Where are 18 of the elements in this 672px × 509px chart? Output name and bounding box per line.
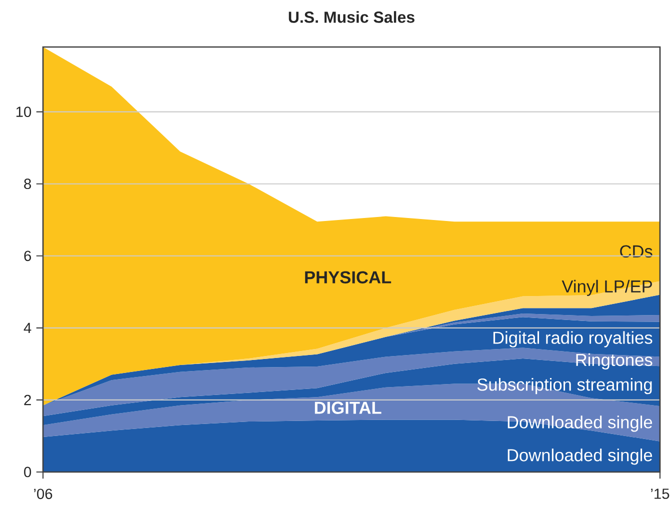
x-tick-label: ’15 bbox=[651, 488, 670, 499]
x-tick-label: ’06 bbox=[34, 488, 52, 500]
y-tick-label: 8 bbox=[24, 178, 31, 190]
y-tick-label: 0 bbox=[24, 466, 32, 478]
y-tick-label: 4 bbox=[24, 322, 32, 333]
series-label: Downloaded single bbox=[508, 448, 652, 465]
series-label: Ringtones bbox=[576, 353, 652, 370]
chart-title: U.S. Music Sales bbox=[288, 11, 414, 23]
annotation: DIGITAL bbox=[314, 402, 382, 414]
y-tick-label: 6 bbox=[24, 250, 31, 262]
series-label: Vinyl LP/EP bbox=[562, 280, 652, 296]
series-label: Downloaded single bbox=[508, 416, 652, 432]
series-label: CDs bbox=[620, 245, 652, 258]
series-label: Subscription streaming bbox=[477, 378, 652, 394]
y-tick-label: 10 bbox=[16, 106, 32, 118]
y-tick-label: 2 bbox=[24, 394, 31, 406]
series-label: Digital radio royalties bbox=[493, 331, 652, 348]
annotation: PHYSICAL bbox=[305, 271, 392, 284]
